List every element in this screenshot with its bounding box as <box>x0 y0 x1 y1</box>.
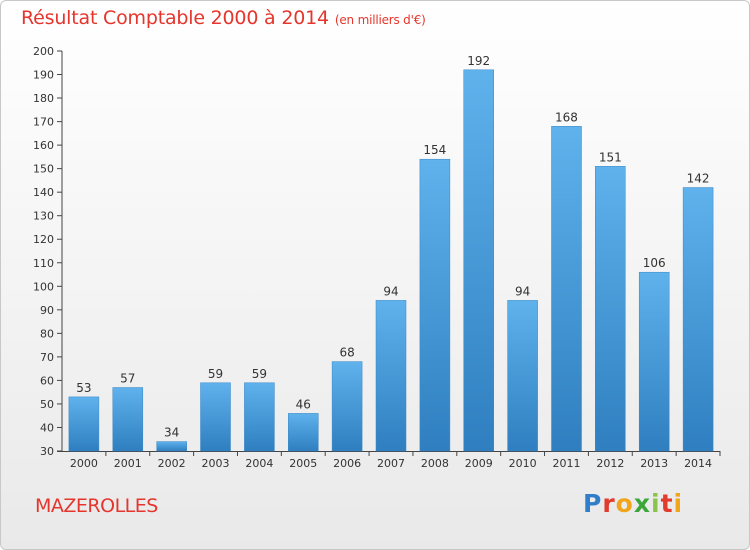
x-tick-label-2001: 2001 <box>114 457 142 470</box>
y-tick-label: 170 <box>33 116 54 129</box>
y-tick-label: 140 <box>33 186 54 199</box>
chart-title: Résultat Comptable 2000 à 2014 (en millie… <box>21 7 426 29</box>
x-tick-label-2013: 2013 <box>640 457 668 470</box>
data-label-2001: 57 <box>120 371 135 385</box>
data-label-2005: 46 <box>296 397 311 411</box>
chart-unit: (en milliers d'€) <box>334 13 426 27</box>
y-tick-label: 160 <box>33 139 54 152</box>
data-label-2007: 94 <box>383 284 398 298</box>
bar-2003 <box>200 382 231 452</box>
data-label-2008: 154 <box>423 143 446 157</box>
bar-2012 <box>595 166 626 452</box>
bar-2000 <box>68 396 100 452</box>
y-tick-label: 200 <box>33 45 54 58</box>
data-label-2011: 168 <box>555 110 578 124</box>
x-tick-label-2012: 2012 <box>596 457 624 470</box>
bar-2007 <box>375 300 407 452</box>
x-tick-label-2014: 2014 <box>684 457 712 470</box>
y-tick-label: 130 <box>33 210 54 223</box>
bar-2011 <box>551 126 582 452</box>
y-tick-label: 70 <box>40 351 54 364</box>
y-tick-label: 30 <box>40 445 54 458</box>
y-tick-label: 40 <box>40 421 54 434</box>
bar-2005 <box>288 413 319 452</box>
bar-2002 <box>156 441 187 452</box>
data-label-2004: 59 <box>252 367 267 381</box>
x-tick-label-2002: 2002 <box>158 457 186 470</box>
proxiti-logo: Proxiti <box>583 489 684 518</box>
data-label-2013: 106 <box>643 256 666 270</box>
city-name: MAZEROLLES <box>35 495 158 517</box>
bar-2006 <box>331 361 363 452</box>
y-tick-label: 60 <box>40 374 54 387</box>
x-tick-label-2008: 2008 <box>421 457 449 470</box>
bar-2013 <box>638 271 670 452</box>
y-tick-label: 110 <box>33 257 54 270</box>
x-tick-label-2009: 2009 <box>465 457 493 470</box>
x-tick-label-2004: 2004 <box>245 457 273 470</box>
data-label-2012: 151 <box>599 150 622 164</box>
bar-2008 <box>419 158 451 452</box>
x-tick-label-2003: 2003 <box>202 457 230 470</box>
y-tick-label: 180 <box>33 92 54 105</box>
data-label-2000: 53 <box>76 381 91 395</box>
y-tick-label: 100 <box>33 280 54 293</box>
bar-2004 <box>244 382 275 452</box>
data-label-2002: 34 <box>164 426 179 440</box>
x-tick-label-2006: 2006 <box>333 457 361 470</box>
chart-title-text: Résultat Comptable 2000 à 2014 <box>21 7 329 29</box>
data-label-2009: 192 <box>467 54 490 68</box>
bar-2014 <box>682 187 714 452</box>
y-tick-label: 150 <box>33 163 54 176</box>
x-tick-label-2010: 2010 <box>509 457 537 470</box>
y-tick-label: 120 <box>33 233 54 246</box>
data-label-2006: 68 <box>339 346 354 360</box>
bar-2001 <box>112 387 144 452</box>
x-tick-label-2000: 2000 <box>70 457 98 470</box>
data-label-2003: 59 <box>208 367 223 381</box>
bar-2010 <box>507 300 538 452</box>
y-tick-label: 190 <box>33 69 54 82</box>
data-label-2010: 94 <box>515 284 530 298</box>
data-label-2014: 142 <box>687 171 710 185</box>
y-tick-label: 90 <box>40 304 54 317</box>
x-tick-label-2005: 2005 <box>289 457 317 470</box>
x-tick-label-2011: 2011 <box>552 457 580 470</box>
y-tick-label: 80 <box>40 327 54 340</box>
x-tick-label-2007: 2007 <box>377 457 405 470</box>
y-tick-label: 50 <box>40 398 54 411</box>
bar-2009 <box>463 69 494 452</box>
